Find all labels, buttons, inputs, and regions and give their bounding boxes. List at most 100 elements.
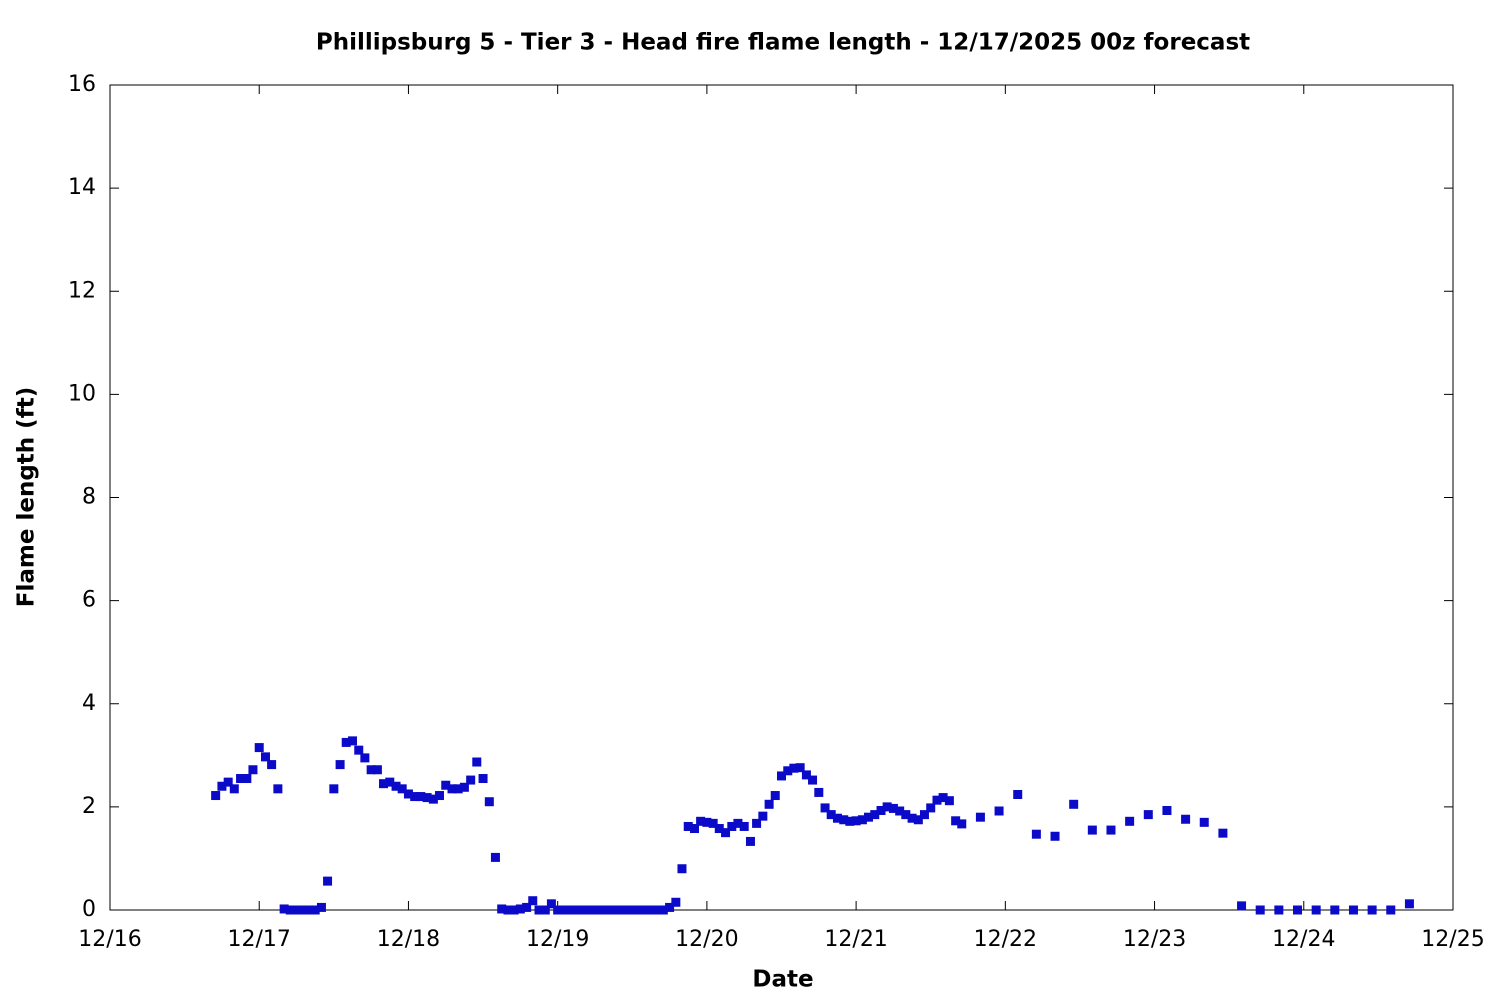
point <box>1181 814 1191 824</box>
point <box>944 796 954 806</box>
point <box>913 815 923 825</box>
point <box>316 902 326 912</box>
point <box>416 792 426 802</box>
point <box>1162 805 1172 815</box>
point <box>658 905 668 915</box>
point <box>777 771 786 781</box>
point <box>584 905 594 915</box>
point <box>640 905 650 915</box>
point <box>1125 816 1135 826</box>
x-tick-label: 12/23 <box>1123 927 1186 952</box>
point <box>472 757 482 767</box>
point <box>938 793 948 803</box>
point <box>1106 825 1116 835</box>
point <box>814 787 824 797</box>
point <box>242 774 252 784</box>
x-tick-label: 12/20 <box>675 927 738 952</box>
point <box>770 791 780 801</box>
point <box>522 902 532 912</box>
point <box>1143 810 1153 820</box>
point <box>515 904 525 914</box>
point <box>733 818 743 828</box>
point <box>901 810 911 820</box>
point <box>248 765 258 775</box>
y-tick-label: 2 <box>82 794 96 819</box>
point <box>876 805 886 815</box>
point <box>665 902 675 912</box>
point <box>403 789 413 799</box>
point <box>1348 905 1358 915</box>
point <box>808 775 818 785</box>
point <box>627 905 637 915</box>
point <box>484 797 494 807</box>
point <box>211 791 221 801</box>
point <box>1199 817 1209 827</box>
point <box>839 815 849 825</box>
point <box>596 905 606 915</box>
y-tick-label: 12 <box>68 278 96 303</box>
point <box>863 812 873 822</box>
point <box>895 806 905 816</box>
point <box>870 810 880 820</box>
point <box>615 905 625 915</box>
point <box>1013 790 1023 799</box>
y-tick-label: 8 <box>82 485 96 510</box>
point <box>1069 799 1079 809</box>
point <box>553 905 563 915</box>
point <box>739 821 749 831</box>
point <box>397 784 407 794</box>
point <box>323 876 333 886</box>
point <box>292 905 302 915</box>
point <box>702 817 712 827</box>
point <box>347 736 357 746</box>
point <box>422 793 432 803</box>
point <box>236 774 246 784</box>
point <box>758 811 768 821</box>
point <box>994 806 1004 816</box>
point <box>621 905 631 915</box>
point <box>478 774 488 784</box>
point <box>360 753 370 763</box>
point <box>329 784 339 794</box>
point <box>1087 825 1097 835</box>
point <box>490 852 500 862</box>
point <box>1404 899 1414 909</box>
point <box>957 819 967 829</box>
point <box>907 813 917 823</box>
point <box>1293 905 1303 915</box>
y-tick-label: 4 <box>82 691 96 716</box>
point <box>453 784 463 794</box>
point <box>546 899 556 909</box>
x-tick-label: 12/19 <box>526 927 589 952</box>
x-tick-label: 12/16 <box>78 927 141 952</box>
y-tick-label: 14 <box>68 175 96 200</box>
point <box>851 816 861 826</box>
point <box>1274 905 1284 915</box>
point <box>845 816 855 826</box>
point <box>298 905 308 915</box>
point <box>708 818 718 828</box>
y-tick-label: 10 <box>68 381 96 406</box>
point <box>528 896 538 906</box>
point <box>540 905 550 915</box>
x-tick-label: 12/17 <box>228 927 291 952</box>
point <box>497 904 507 914</box>
point <box>279 904 289 914</box>
point <box>559 905 569 915</box>
point <box>372 765 382 775</box>
x-tick-label: 12/22 <box>974 927 1037 952</box>
point <box>509 905 519 915</box>
point <box>410 792 420 802</box>
point <box>391 781 401 791</box>
point <box>1237 901 1247 911</box>
x-tick-label: 12/18 <box>377 927 440 952</box>
point <box>217 781 227 791</box>
x-axis-label: Date <box>752 967 813 993</box>
point <box>534 905 544 915</box>
point <box>354 745 364 755</box>
point <box>441 780 451 790</box>
point <box>459 782 469 792</box>
point <box>826 810 836 820</box>
y-tick-label: 0 <box>82 897 96 922</box>
